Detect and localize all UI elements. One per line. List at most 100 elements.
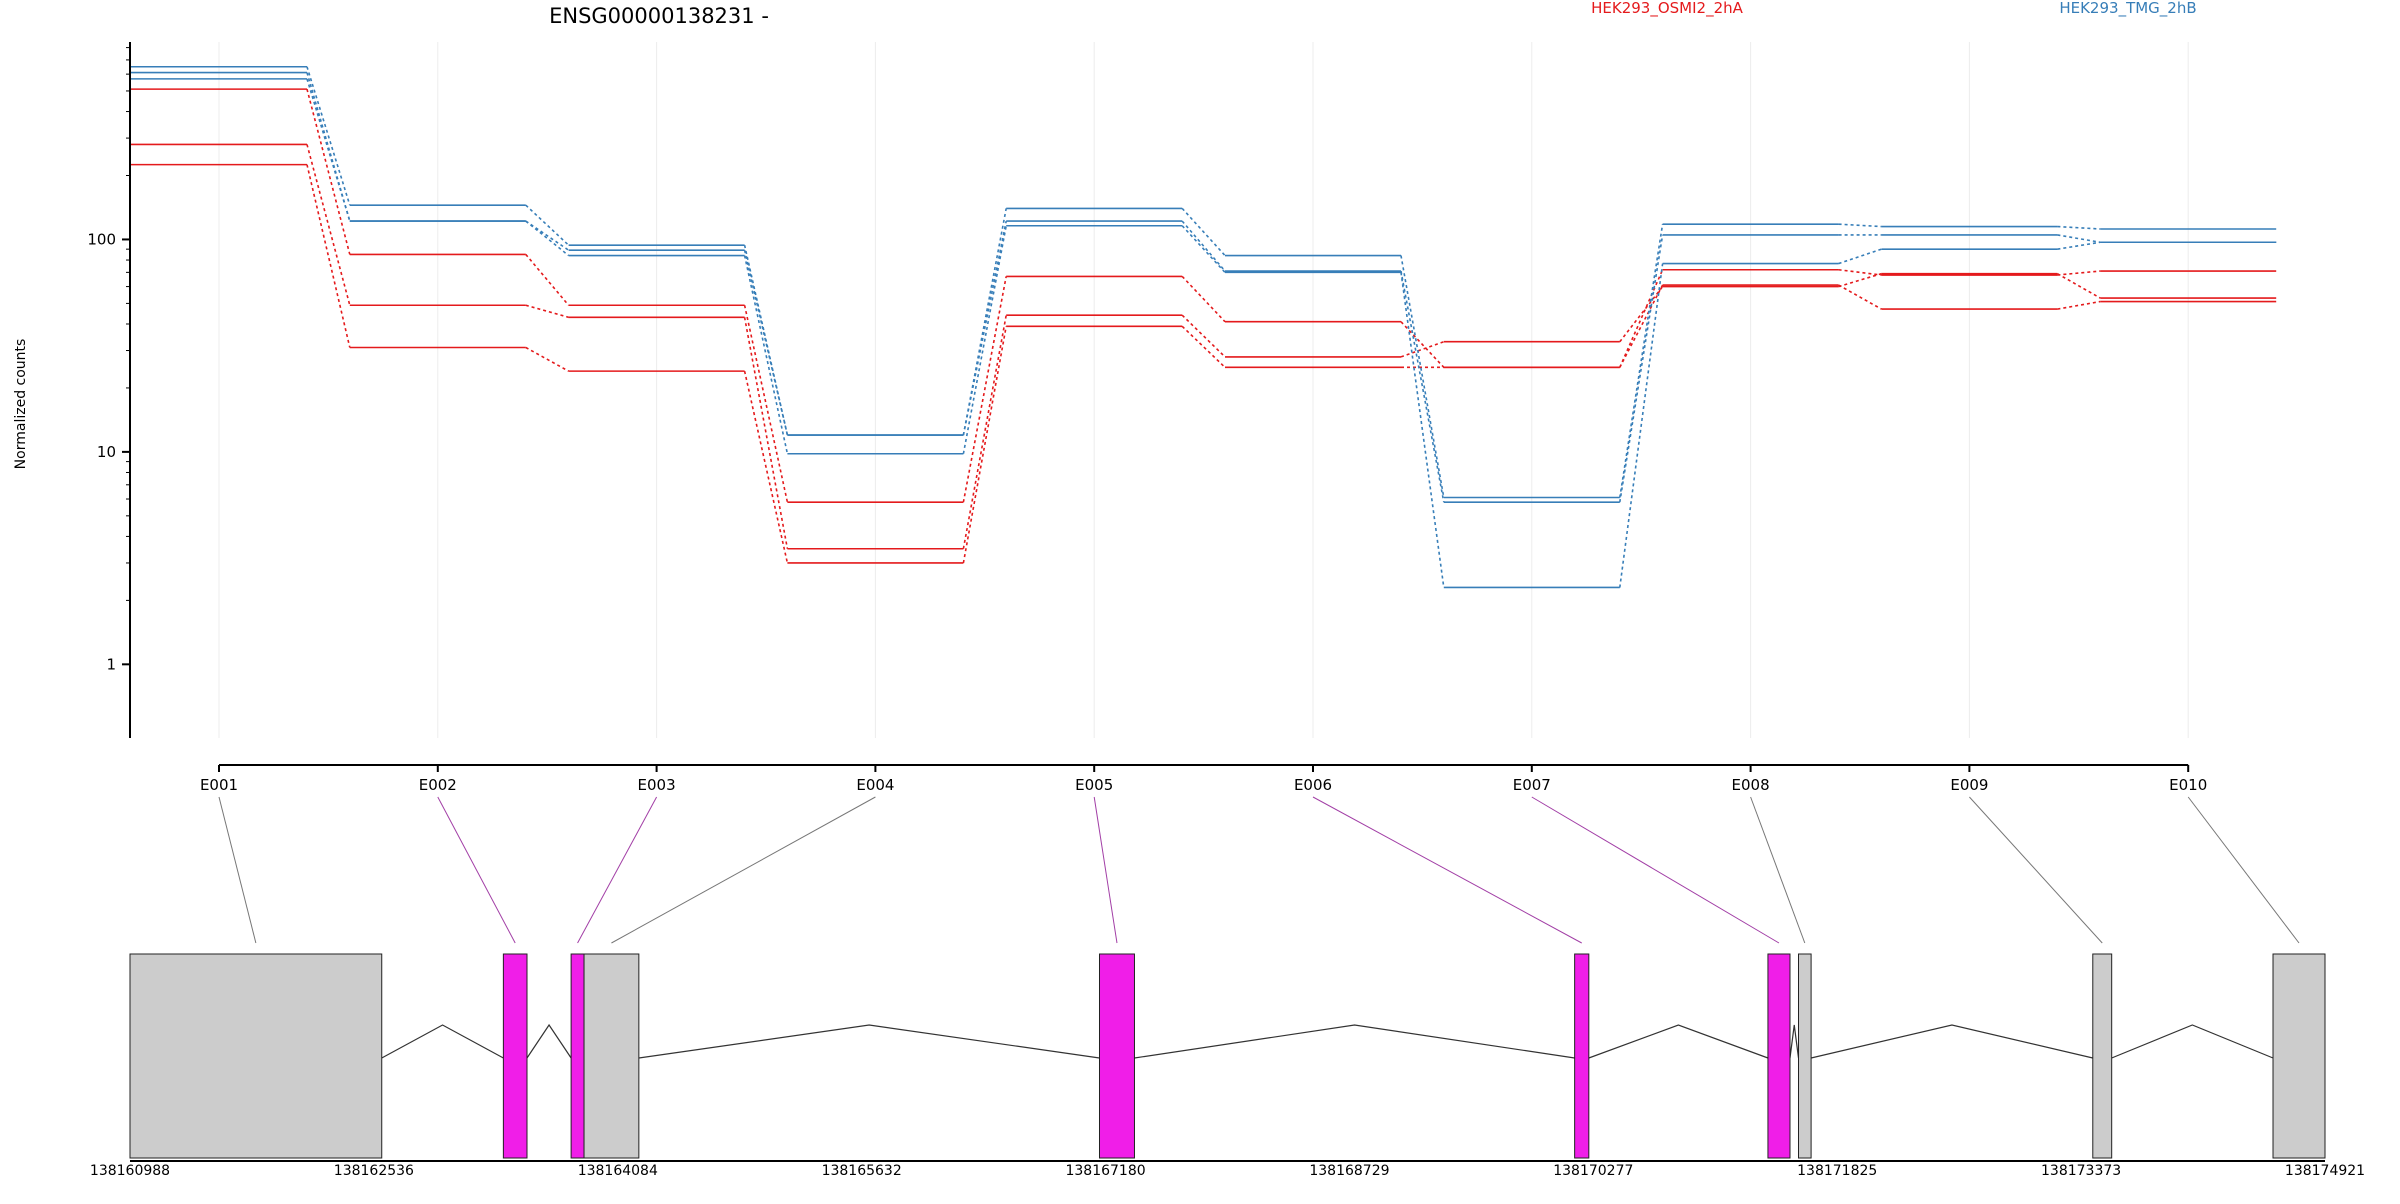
series-2 — [131, 163, 2277, 564]
series-0 — [131, 88, 2277, 503]
series-2-link-E003 — [743, 370, 789, 564]
series-3-link-E008 — [1838, 223, 1882, 228]
exon-E001 — [129, 953, 383, 1159]
y-axis-label: Normalized counts — [13, 339, 29, 470]
series-1-link-E009 — [2057, 272, 2101, 299]
series-1-link-E006 — [1400, 340, 1445, 358]
series-2-link-E009 — [2057, 300, 2101, 310]
connector-E001 — [218, 796, 257, 944]
series-2-link-E002 — [525, 346, 569, 372]
series-5-link-E004 — [962, 225, 1007, 454]
legend-label-osmi2: HEK293_OSMI2_2hA — [1591, 0, 1744, 18]
series-5 — [131, 78, 2277, 589]
series-2-link-E005 — [1181, 325, 1226, 368]
x-axis: E001 E002 E003 E004 E005 E006 E007 E008 E009 E010 — [200, 764, 2207, 794]
series-4-link-E005 — [1181, 220, 1226, 272]
series-2-link-E008 — [1838, 284, 1882, 310]
series-5-link-E007 — [1619, 263, 1664, 588]
connector-E010 — [2187, 796, 2300, 944]
coord-tick-label-7: 138171825 — [1797, 1163, 1877, 1179]
coord-tick-label-9: 138174921 — [2285, 1163, 2365, 1179]
chart-title: ENSG00000138231 - — [549, 4, 769, 28]
exon-E003 — [570, 953, 585, 1159]
exon-E002 — [502, 953, 528, 1159]
x-tick-label-E007: E007 — [1513, 776, 1551, 794]
series-3-link-E004 — [962, 208, 1007, 436]
series-4 — [131, 71, 2277, 503]
coord-tick-label-8: 138173373 — [2041, 1163, 2121, 1179]
series-0-link-E002 — [525, 253, 570, 306]
series-2-link-E007 — [1619, 284, 1664, 368]
series-4-link-E004 — [962, 220, 1007, 436]
series-3-link-E005 — [1181, 207, 1226, 257]
x-tick-label-E005: E005 — [1075, 776, 1113, 794]
series-3-link-E006 — [1400, 255, 1445, 498]
series-1-link-E004 — [962, 315, 1007, 549]
series-3-link-E009 — [2057, 225, 2101, 230]
grid-lines — [218, 42, 2189, 738]
intron-E001 — [381, 1024, 504, 1059]
intron-E009 — [2111, 1024, 2274, 1059]
series-1-link-E001 — [306, 144, 351, 306]
series-1-link-E002 — [525, 304, 569, 319]
connector-E005 — [1093, 796, 1118, 944]
series-0-link-E004 — [962, 276, 1007, 503]
connector-E006 — [1312, 796, 1582, 944]
series-layer — [131, 65, 2277, 589]
exon-E004 — [583, 953, 640, 1159]
coord-tick-label-2: 138164084 — [578, 1163, 658, 1179]
coord-tick-label-5: 138168729 — [1309, 1163, 1389, 1179]
y-tick-label-1: 1 — [106, 655, 116, 673]
coord-tick-label-4: 138167180 — [1065, 1163, 1145, 1179]
series-1-link-E007 — [1619, 286, 1664, 343]
x-tick-label-E009: E009 — [1950, 776, 1988, 794]
intron-E006 — [1588, 1024, 1769, 1059]
exon-E005 — [1098, 953, 1135, 1159]
intron-E002 — [526, 1023, 572, 1059]
intron-E004 — [638, 1024, 1100, 1059]
coord-tick-label-6: 138170277 — [1553, 1163, 1633, 1179]
gene-model — [129, 953, 2326, 1159]
y-tick-label-100: 100 — [87, 230, 116, 248]
series-0-link-E006 — [1400, 321, 1445, 368]
x-tick-label-E006: E006 — [1294, 776, 1332, 794]
y-axis: 1 10 100 — [87, 42, 131, 738]
series-1-link-E005 — [1181, 314, 1226, 358]
exon-E007 — [1767, 953, 1791, 1159]
series-5-link-E001 — [306, 78, 351, 222]
series-0-link-E007 — [1619, 269, 1664, 368]
exon-E006 — [1574, 953, 1590, 1159]
series-4-link-E007 — [1619, 234, 1664, 503]
series-3-link-E002 — [525, 204, 570, 246]
series-0-link-E008 — [1838, 268, 1882, 276]
series-3 — [131, 65, 2277, 499]
connector-E007 — [1531, 796, 1780, 944]
connector-E004 — [611, 796, 876, 944]
series-1 — [131, 143, 2277, 550]
legend-label-tmg: HEK293_TMG_2hB — [2059, 0, 2196, 18]
connector-E008 — [1750, 796, 1806, 944]
series-1-link-E008 — [1838, 272, 1882, 288]
x-tick-label-E010: E010 — [2169, 776, 2207, 794]
y-tick-label-10: 10 — [97, 443, 116, 461]
intron-E008 — [1810, 1024, 2093, 1059]
series-5-link-E005 — [1181, 225, 1226, 273]
exon-connector-lines — [218, 796, 2300, 944]
exon-E009 — [2092, 953, 2113, 1159]
x-tick-label-E003: E003 — [638, 776, 676, 794]
exon-E010 — [2272, 953, 2326, 1159]
series-0-link-E005 — [1181, 275, 1226, 323]
coord-tick-label-0: 138160988 — [90, 1163, 170, 1179]
series-4-link-E001 — [306, 72, 351, 222]
series-0-link-E009 — [2057, 270, 2101, 276]
series-4-link-E009 — [2057, 234, 2101, 244]
series-4-link-E003 — [743, 250, 789, 436]
x-tick-label-E002: E002 — [419, 776, 457, 794]
series-5-link-E003 — [743, 255, 789, 454]
connector-E002 — [437, 796, 516, 944]
intron-E005 — [1134, 1024, 1575, 1059]
series-5-link-E009 — [2057, 241, 2101, 250]
exon-E008 — [1798, 953, 1812, 1159]
x-tick-label-E001: E001 — [200, 776, 238, 794]
